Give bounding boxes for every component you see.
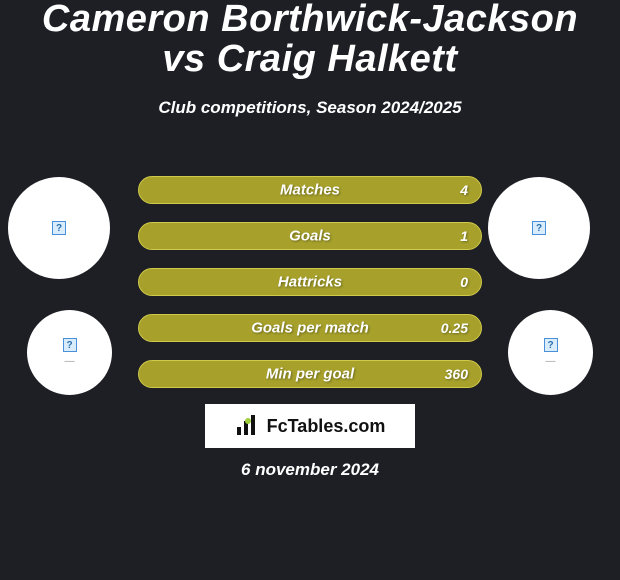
image-placeholder-icon xyxy=(52,221,66,235)
bar-chart-icon xyxy=(235,415,261,437)
stat-value: 0.25 xyxy=(441,320,468,336)
fctables-logo: FcTables.com xyxy=(205,404,415,448)
club-left-avatar: — xyxy=(27,310,112,395)
player-left-avatar xyxy=(8,177,110,279)
stat-label: Matches xyxy=(280,182,340,199)
stat-value: 0 xyxy=(460,274,468,290)
stat-label: Goals per match xyxy=(251,320,369,337)
comparison-bars: Matches 4 Goals 1 Hattricks 0 Goals per match 0… xyxy=(138,176,482,406)
no-data-label: — xyxy=(546,356,556,367)
stat-row: Min per goal 360 xyxy=(138,360,482,388)
no-data-label: — xyxy=(65,356,75,367)
image-placeholder-icon xyxy=(63,338,77,352)
image-placeholder-icon xyxy=(532,221,546,235)
image-placeholder-icon xyxy=(544,338,558,352)
stat-value: 4 xyxy=(460,182,468,198)
stat-label: Hattricks xyxy=(278,274,342,291)
player-right-avatar xyxy=(488,177,590,279)
stat-row: Goals 1 xyxy=(138,222,482,250)
bar-fill xyxy=(139,223,310,249)
logo-text: FcTables.com xyxy=(267,416,386,437)
stat-row: Goals per match 0.25 xyxy=(138,314,482,342)
stat-label: Goals xyxy=(289,228,331,245)
stat-row: Matches 4 xyxy=(138,176,482,204)
subtitle: Club competitions, Season 2024/2025 xyxy=(0,98,620,118)
club-right-avatar: — xyxy=(508,310,593,395)
stat-label: Min per goal xyxy=(266,366,354,383)
page-title: Cameron Borthwick-Jackson vs Craig Halke… xyxy=(0,0,620,80)
stat-value: 1 xyxy=(460,228,468,244)
stat-row: Hattricks 0 xyxy=(138,268,482,296)
stat-value: 360 xyxy=(445,366,468,382)
date-label: 6 november 2024 xyxy=(241,460,379,480)
